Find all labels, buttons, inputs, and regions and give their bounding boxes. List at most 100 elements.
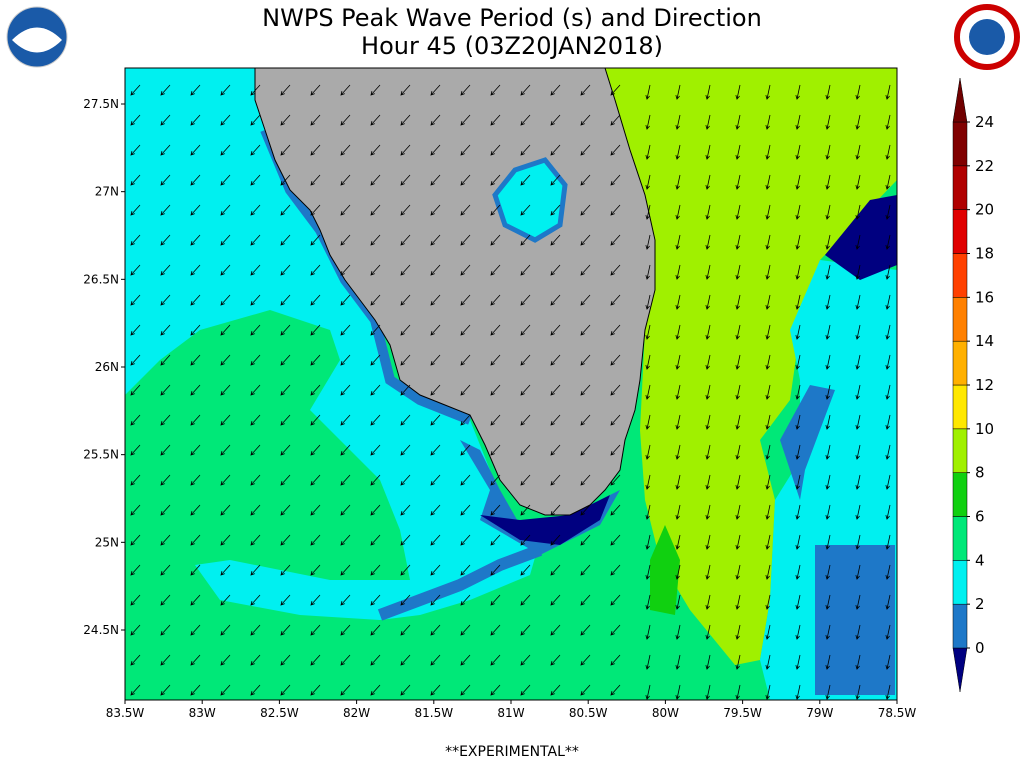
- arrow: [400, 624, 411, 636]
- arrow: [675, 444, 681, 460]
- arrow: [825, 354, 831, 370]
- arrow: [825, 84, 831, 100]
- arrow: [370, 414, 381, 426]
- arrow: [220, 144, 231, 156]
- arrow: [520, 684, 531, 696]
- arrow: [190, 474, 201, 486]
- arrow: [735, 144, 741, 160]
- arrow: [610, 384, 621, 396]
- arrow: [645, 294, 651, 310]
- arrow: [610, 684, 621, 696]
- arrow: [370, 144, 381, 156]
- arrow: [280, 474, 291, 486]
- arrow: [190, 264, 201, 276]
- arrow: [645, 594, 651, 610]
- sea-navy-bay: [480, 495, 610, 545]
- arrow: [580, 114, 591, 126]
- arrow: [610, 654, 621, 666]
- arrow: [735, 684, 741, 700]
- sea-6-8: [650, 525, 680, 615]
- arrow: [430, 444, 441, 456]
- arrow: [885, 174, 891, 190]
- arrow: [645, 324, 651, 340]
- arrow: [580, 504, 591, 516]
- arrow: [885, 384, 891, 400]
- arrow: [550, 534, 561, 546]
- arrow: [340, 504, 351, 516]
- arrow: [220, 354, 231, 366]
- arrow: [310, 564, 321, 576]
- arrow: [310, 414, 321, 426]
- arrow: [250, 354, 261, 366]
- arrow: [825, 384, 831, 400]
- arrow: [220, 324, 231, 336]
- arrow: [550, 444, 561, 456]
- arrow: [885, 144, 891, 160]
- arrow: [340, 444, 351, 456]
- arrow: [735, 384, 741, 400]
- arrow: [795, 594, 801, 610]
- arrow: [490, 624, 501, 636]
- arrow: [190, 444, 201, 456]
- arrow: [610, 354, 621, 366]
- arrow: [795, 354, 801, 370]
- arrow: [220, 384, 231, 396]
- arrow: [735, 84, 741, 100]
- arrow: [550, 294, 561, 306]
- arrow: [460, 474, 471, 486]
- arrow: [220, 174, 231, 186]
- arrow: [280, 294, 291, 306]
- arrow: [340, 534, 351, 546]
- arrow: [825, 324, 831, 340]
- arrow: [340, 624, 351, 636]
- direction-arrows: [130, 84, 891, 700]
- lon-label: 83W: [189, 706, 216, 720]
- arrow: [280, 594, 291, 606]
- arrow: [490, 504, 501, 516]
- lon-label: 83.5W: [106, 706, 145, 720]
- keys-shelf: [377, 544, 543, 621]
- arrow: [160, 324, 171, 336]
- arrow: [490, 654, 501, 666]
- lon-label: 79W: [806, 706, 833, 720]
- arrow: [675, 594, 681, 610]
- arrow: [550, 384, 561, 396]
- arrow: [705, 354, 711, 370]
- arrow: [220, 504, 231, 516]
- arrow: [735, 594, 741, 610]
- arrow: [795, 504, 801, 520]
- arrow: [520, 624, 531, 636]
- arrow: [735, 234, 741, 250]
- arrow: [765, 594, 771, 610]
- arrow: [460, 684, 471, 696]
- arrow: [430, 114, 441, 126]
- colorbar-band: [952, 121, 968, 167]
- arrow: [855, 114, 861, 130]
- arrow: [705, 504, 711, 520]
- arrow: [160, 564, 171, 576]
- lat-label: 25.5N: [83, 448, 119, 462]
- arrow: [310, 144, 321, 156]
- arrow: [580, 684, 591, 696]
- arrow: [580, 654, 591, 666]
- arrow: [340, 204, 351, 216]
- arrow: [520, 114, 531, 126]
- arrow: [370, 354, 381, 366]
- arrow: [855, 624, 861, 640]
- arrow: [130, 384, 141, 396]
- lat-label: 25N: [95, 535, 119, 549]
- arrow: [130, 174, 141, 186]
- arrow: [885, 114, 891, 130]
- arrow: [460, 594, 471, 606]
- arrow: [490, 114, 501, 126]
- arrow: [580, 384, 591, 396]
- arrow: [250, 114, 261, 126]
- arrow: [610, 84, 621, 96]
- arrow: [855, 414, 861, 430]
- arrow: [825, 684, 831, 700]
- colorbar-label: 8: [975, 464, 985, 482]
- arrow: [460, 444, 471, 456]
- arrow: [400, 474, 411, 486]
- arrow: [855, 654, 861, 670]
- arrow: [580, 444, 591, 456]
